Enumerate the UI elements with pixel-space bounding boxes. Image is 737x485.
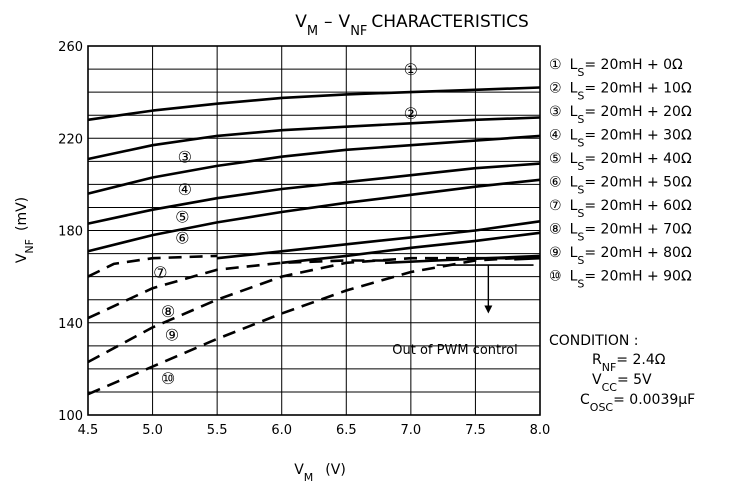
series-line-2 — [87, 116, 541, 161]
series-line-10 — [514, 256, 541, 261]
curve-label: ⑩ — [161, 369, 175, 388]
pwm-threshold — [436, 264, 534, 314]
condition-heading: CONDITION : — [549, 333, 639, 349]
curve-label: ⑨ — [165, 325, 179, 344]
x-tick-label: 6.5 — [336, 423, 357, 438]
curve-label: ④ — [178, 180, 192, 199]
legend-item: ⑩ LS= 20mH + 90Ω — [549, 269, 692, 291]
y-tick-label: 220 — [58, 132, 83, 147]
curve-label: ⑤ — [175, 208, 189, 227]
series-line-4 — [87, 162, 541, 225]
curve-label: ⑥ — [175, 228, 189, 247]
series-line-7 — [281, 231, 541, 265]
condition-line: VCC= 5V — [592, 372, 652, 394]
x-tick-label: 5.0 — [142, 423, 163, 438]
curve-labels: ① ② ③ ④ ⑤⑥⑦ ⑧ ⑨ ⑩ — [153, 60, 418, 388]
condition-line: COSC= 0.0039μF — [580, 392, 695, 414]
x-tick-label: 7.5 — [465, 423, 486, 438]
legend-item: ③ LS= 20mH + 20Ω — [549, 104, 692, 126]
tick-labels: 4.5 5.0 5.5 6.0 6.5 7.0 7.5 8.0 100 140 180 220 260 — [58, 40, 550, 438]
series-line-12 — [87, 259, 385, 320]
x-tick-label: 6.0 — [271, 423, 292, 438]
y-tick-label: 260 — [58, 40, 83, 55]
legend-item: ④ LS= 20mH + 30Ω — [549, 128, 692, 150]
condition-line: RNF= 2.4Ω — [592, 352, 666, 374]
curve-label: ⑧ — [161, 302, 175, 321]
legend-item: ① LS= 20mH + 0Ω — [549, 57, 683, 79]
series-line-14 — [87, 256, 515, 396]
legend-item: ⑧ LS= 20mH + 70Ω — [549, 222, 692, 244]
curve-label: ⑦ — [153, 263, 167, 282]
series-lines — [87, 86, 541, 396]
y-tick-label: 140 — [58, 317, 83, 332]
curve-label: ② — [404, 104, 418, 123]
x-tick-label: 5.5 — [207, 423, 228, 438]
y-axis-label: VNF(mV) — [14, 197, 36, 263]
x-axis-label: VM (V) — [294, 462, 346, 484]
chart-title: VM – VNF CHARACTERISTICS — [295, 12, 529, 39]
series-line-5 — [87, 178, 541, 253]
series-line-3 — [87, 134, 541, 195]
out-of-pwm-annotation: Out of PWM control — [392, 343, 517, 358]
series-line-6 — [216, 220, 541, 260]
x-tick-label: 7.0 — [401, 423, 422, 438]
legend-item: ⑨ LS= 20mH + 80Ω — [549, 245, 692, 267]
x-tick-label: 4.5 — [78, 423, 99, 438]
legend-item: ⑦ LS= 20mH + 60Ω — [549, 198, 692, 220]
threshold-arrow-head — [484, 305, 493, 314]
plot-frame — [87, 45, 541, 416]
series-line-13 — [87, 256, 476, 364]
y-tick-label: 100 — [58, 409, 83, 424]
y-tick-label: 180 — [58, 225, 83, 240]
series-line-1 — [87, 86, 541, 122]
series-line-11 — [87, 254, 218, 278]
curve-label: ① — [404, 60, 418, 79]
curve-label: ③ — [178, 148, 192, 167]
x-tick-label: 8.0 — [530, 423, 551, 438]
legend-item: ⑥ LS= 20mH + 50Ω — [549, 175, 692, 197]
legend-item: ⑤ LS= 20mH + 40Ω — [549, 151, 692, 173]
legend-item: ② LS= 20mH + 10Ω — [549, 81, 692, 103]
